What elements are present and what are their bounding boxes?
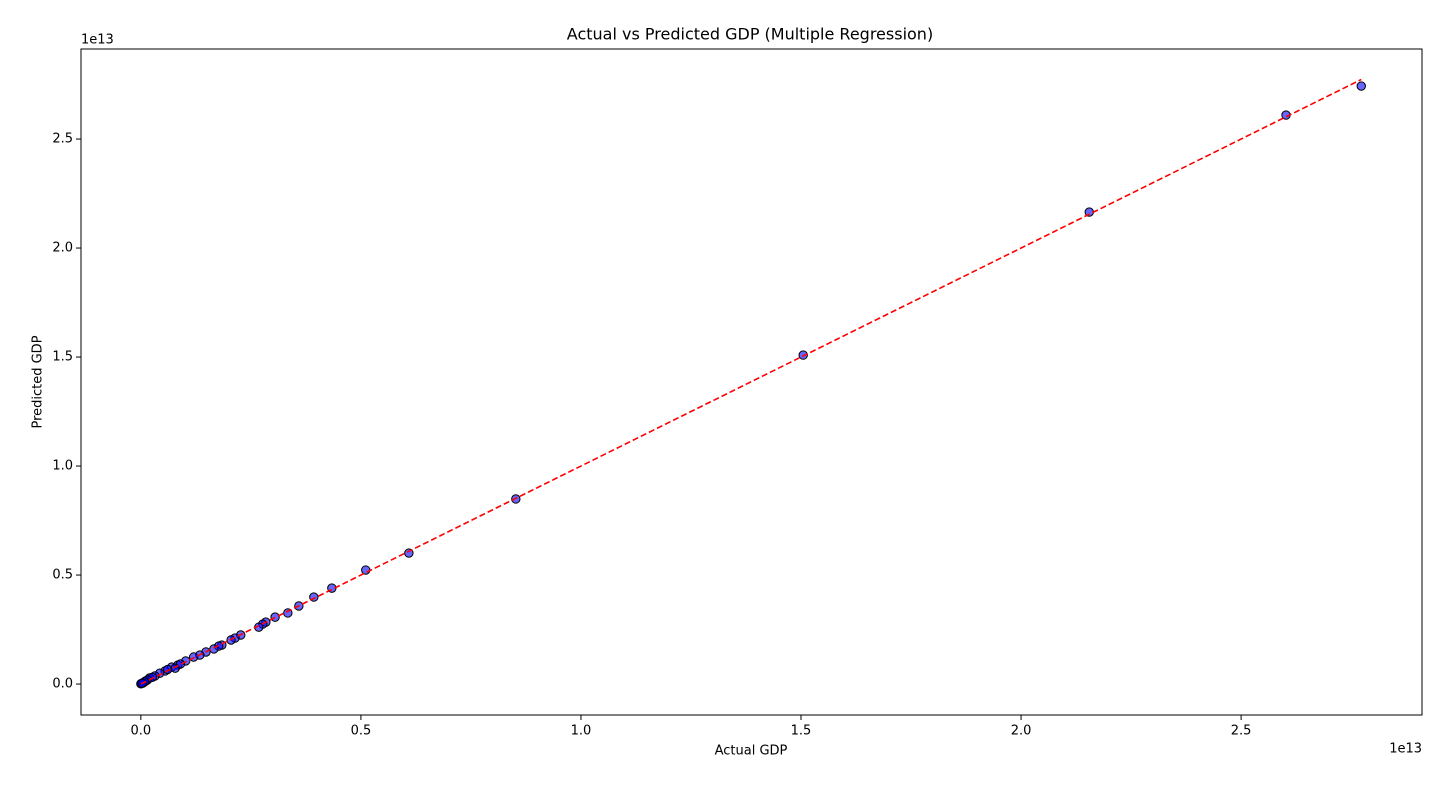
y-tick-label: 2.5 [52,132,73,147]
x-tick-label: 1.5 [791,724,812,739]
y-tick-label: 0.5 [52,568,73,583]
x-offset-label: 1e13 [1389,742,1422,757]
y-offset-label: 1e13 [81,33,114,48]
y-tick-label: 1.0 [52,459,73,474]
plot-frame [80,48,1423,716]
scatter-point [361,565,371,575]
x-tick-label: 0.5 [351,724,372,739]
y-tick-label: 2.0 [52,241,73,256]
y-axis-label: Predicted GDP [31,335,46,428]
scatter-point [175,659,186,669]
scatter-point [163,664,173,675]
x-tick-label: 2.5 [1231,724,1252,739]
reference-line [140,78,1362,685]
x-tick-label: 1.0 [571,724,592,739]
x-axis-label: Actual GDP [715,744,788,759]
x-tick-label: 2.0 [1011,724,1032,739]
scatter-point [1356,81,1366,91]
y-tick-label: 0.0 [52,677,73,692]
y-tick-label: 1.5 [52,350,73,365]
x-tick-label: 0.0 [131,724,152,739]
chart-title: Actual vs Predicted GDP (Multiple Regres… [567,25,933,44]
